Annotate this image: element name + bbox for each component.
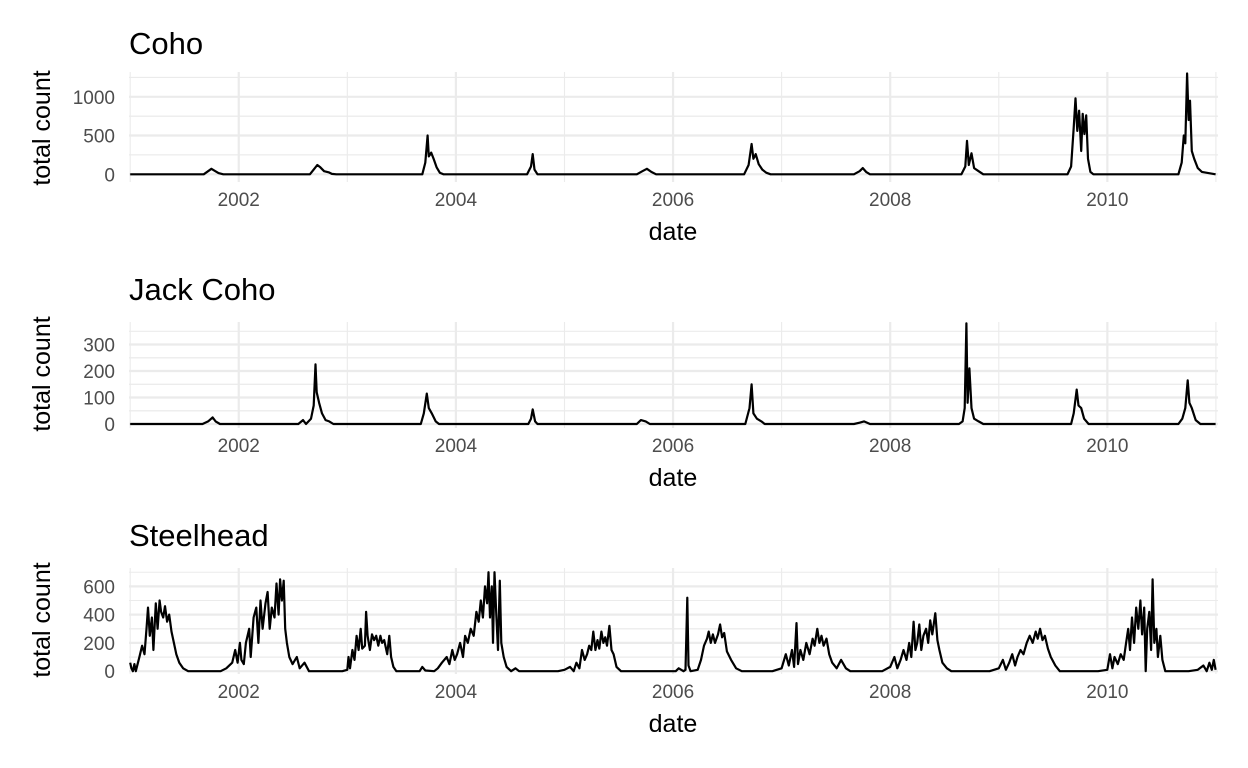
coho-x-tick-labels: 2002 2004 2006 2008 2010 bbox=[218, 190, 1129, 211]
jack-coho-x-tick-label: 2006 bbox=[652, 436, 694, 457]
coho-x-tick-label: 2008 bbox=[869, 190, 911, 211]
jack-coho-y-tick-labels: 0 100 200 300 bbox=[83, 336, 115, 437]
coho-x-tick-label: 2010 bbox=[1086, 190, 1128, 211]
jack-coho-y-axis-title: total count bbox=[28, 316, 56, 431]
steelhead-x-axis-title: date bbox=[649, 710, 698, 738]
steelhead-x-tick-label: 2002 bbox=[218, 682, 260, 703]
steelhead-x-tick-label: 2008 bbox=[869, 682, 911, 703]
jack-coho-x-tick-label: 2008 bbox=[869, 436, 911, 457]
jack-coho-x-axis-title: date bbox=[649, 464, 698, 492]
jack-coho-y-tick-label: 100 bbox=[83, 389, 115, 410]
jack-coho-x-tick-label: 2002 bbox=[218, 436, 260, 457]
jack-coho-title: Jack Coho bbox=[129, 272, 275, 307]
coho-y-tick-label: 0 bbox=[104, 165, 115, 186]
coho-y-tick-label: 500 bbox=[83, 127, 115, 148]
steelhead-y-tick-label: 600 bbox=[83, 577, 115, 598]
coho-title: Coho bbox=[129, 26, 203, 61]
coho-count-line bbox=[130, 72, 1216, 176]
steelhead-x-tick-label: 2004 bbox=[435, 682, 478, 703]
jack-coho-panel: 0 100 200 300 2002 2004 2006 2008 2010 Jack Coh… bbox=[28, 272, 1218, 492]
jack-coho-y-tick-label: 300 bbox=[83, 336, 115, 357]
steelhead-x-tick-labels: 2002 2004 2006 2008 2010 bbox=[218, 682, 1129, 703]
steelhead-y-tick-labels: 0 200 400 600 bbox=[83, 577, 115, 683]
coho-y-tick-label: 1000 bbox=[73, 88, 115, 109]
steelhead-y-axis-title: total count bbox=[28, 562, 56, 677]
steelhead-title: Steelhead bbox=[129, 518, 269, 553]
jack-coho-x-tick-label: 2010 bbox=[1086, 436, 1128, 457]
coho-x-tick-label: 2004 bbox=[435, 190, 478, 211]
coho-x-axis-title: date bbox=[649, 218, 698, 246]
coho-x-tick-label: 2002 bbox=[218, 190, 260, 211]
coho-y-axis-title: total count bbox=[28, 70, 56, 185]
coho-y-tick-labels: 0 500 1000 bbox=[73, 88, 115, 186]
steelhead-panel: 0 200 400 600 2002 2004 2006 2008 2010 Steelhea… bbox=[28, 518, 1218, 738]
steelhead-x-tick-label: 2010 bbox=[1086, 682, 1128, 703]
coho-x-tick-label: 2006 bbox=[652, 190, 694, 211]
steelhead-gridlines bbox=[129, 568, 1218, 674]
steelhead-count-line bbox=[129, 571, 1217, 673]
steelhead-y-tick-label: 200 bbox=[83, 634, 115, 655]
steelhead-y-tick-label: 0 bbox=[104, 662, 115, 683]
jack-coho-x-tick-label: 2004 bbox=[435, 436, 478, 457]
steelhead-x-tick-label: 2006 bbox=[652, 682, 694, 703]
jack-coho-y-tick-label: 0 bbox=[104, 415, 115, 436]
jack-coho-y-tick-label: 200 bbox=[83, 362, 115, 383]
jack-coho-count-line bbox=[130, 322, 1216, 426]
jack-coho-x-tick-labels: 2002 2004 2006 2008 2010 bbox=[218, 436, 1129, 457]
steelhead-y-tick-label: 400 bbox=[83, 606, 115, 627]
